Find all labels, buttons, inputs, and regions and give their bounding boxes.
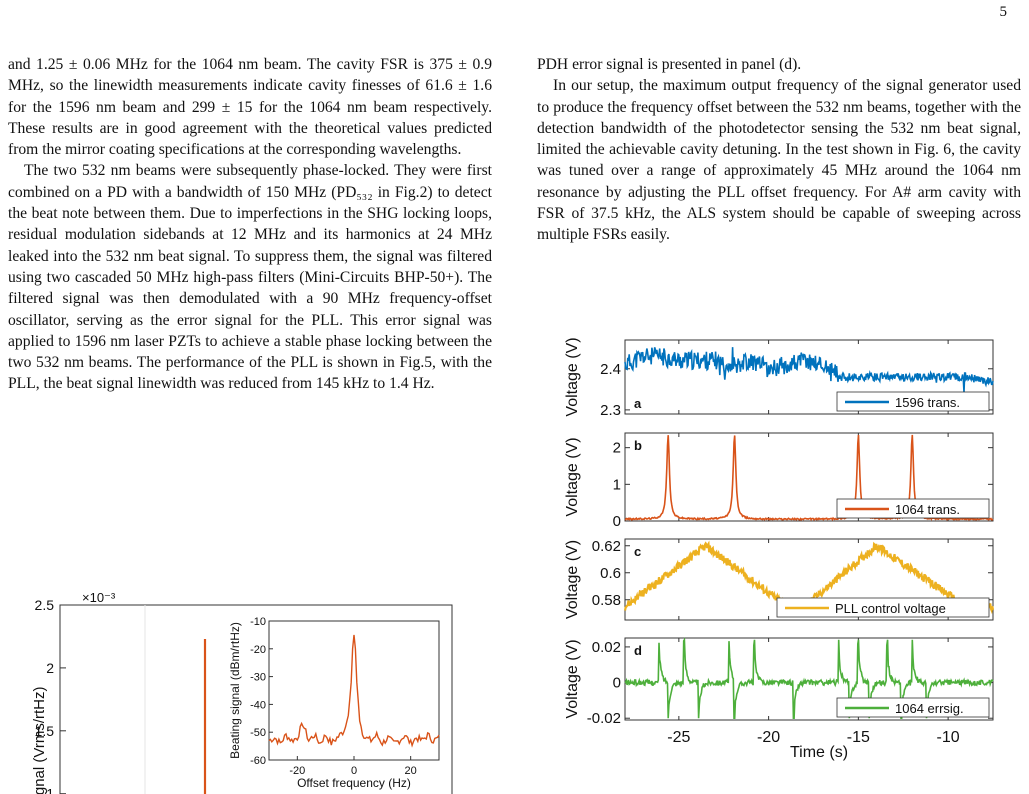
cavity-scan-panels: 2.4 2.3 Voltage (V) a 1596 trans. 2 1 0 Voltage … bbox=[564, 337, 995, 761]
paragraph: PDH error signal is presented in panel (… bbox=[537, 56, 802, 73]
left-column-text: and 1.25 ± 0.06 MHz for the 1064 nm beam… bbox=[8, 54, 492, 395]
paragraph: The two 532 nm beams were subsequently p… bbox=[8, 162, 492, 393]
tick-label: 1 bbox=[613, 476, 621, 493]
y-axis-label: Voltage (V) bbox=[564, 437, 581, 516]
series-line bbox=[624, 434, 994, 522]
tick-label: -20 bbox=[250, 644, 266, 656]
tick-label: -20 bbox=[289, 765, 305, 777]
right-column-text: PDH error signal is presented in panel (… bbox=[537, 54, 1021, 246]
page-number: 5 bbox=[999, 4, 1008, 20]
panel-d: 0.02 0 -0.02 Voltage (V) d 1064 errsig. bbox=[564, 637, 994, 727]
tick-label: 2.4 bbox=[600, 361, 621, 378]
tick-label: 2 bbox=[46, 660, 54, 676]
tick-label: 0.62 bbox=[592, 538, 621, 555]
panel-letter: b bbox=[634, 438, 642, 453]
y-axis-label: ignal (Vrms/rtHz) bbox=[31, 687, 48, 794]
legend-box bbox=[836, 697, 990, 718]
legend: 1064 trans. bbox=[836, 498, 990, 519]
tick-label: 20 bbox=[405, 765, 417, 777]
series-line bbox=[268, 634, 440, 748]
y-axis-label: Voltage (V) bbox=[564, 337, 581, 416]
axis-exponent-label: ×10⁻³ bbox=[82, 590, 116, 605]
y-axis-label: Voltage (V) bbox=[564, 540, 581, 619]
tick-label: 0.6 bbox=[600, 565, 621, 582]
series-line bbox=[624, 637, 994, 720]
tick-label: 0 bbox=[613, 513, 621, 530]
legend-label: 1064 errsig. bbox=[895, 701, 964, 716]
tick-label: 1 bbox=[46, 786, 54, 794]
legend-label: PLL control voltage bbox=[835, 601, 946, 616]
legend-box bbox=[776, 597, 990, 618]
legend: 1596 trans. bbox=[836, 391, 990, 412]
panel-letter: d bbox=[634, 643, 642, 658]
tick-label: 2.5 bbox=[35, 597, 55, 613]
tick-label: -0.02 bbox=[587, 710, 621, 727]
legend-label: 1596 trans. bbox=[895, 395, 960, 410]
tick-label: 0 bbox=[351, 765, 357, 777]
x-tick-label: -20 bbox=[757, 729, 780, 746]
x-axis-label: Time (s) bbox=[790, 744, 848, 761]
paragraph: and 1.25 ± 0.06 MHz for the 1064 nm beam… bbox=[8, 56, 492, 159]
legend: 1064 errsig. bbox=[836, 697, 990, 718]
y-axis-label: Beating signal (dBm/rtHz) bbox=[228, 622, 242, 759]
panel-letter: c bbox=[634, 544, 641, 559]
series-line bbox=[624, 347, 994, 393]
tick-label: -30 bbox=[250, 672, 266, 684]
panel-b: 2 1 0 Voltage (V) b 1064 trans. bbox=[564, 432, 994, 530]
tick-label: -50 bbox=[250, 727, 266, 739]
panel-c: 0.62 0.6 0.58 Voltage (V) c PLL control volta… bbox=[564, 538, 995, 621]
tick-label: -40 bbox=[250, 699, 266, 711]
x-tick-label: -15 bbox=[847, 729, 870, 746]
tick-label: 0.02 bbox=[592, 639, 621, 656]
tick-label: 0.58 bbox=[592, 592, 621, 609]
x-tick-label: -10 bbox=[937, 729, 960, 746]
legend-label: 1064 trans. bbox=[895, 502, 960, 517]
tick-label: 1.5 bbox=[35, 723, 55, 739]
cavity-scan-figure: 2.4 2.3 Voltage (V) a 1596 trans. 2 1 0 Voltage … bbox=[564, 337, 995, 761]
paragraph: In our setup, the maximum output frequen… bbox=[537, 77, 1021, 244]
panel-a: 2.4 2.3 Voltage (V) a 1596 trans. bbox=[564, 337, 994, 419]
panel-letter: a bbox=[634, 396, 642, 411]
x-axis-label: Offset frequency (Hz) bbox=[297, 776, 411, 790]
pll-beat-signal-figure: 2.5 2 1.5 1 ×10⁻³ ignal (Vrms/rtHz) -10 -20 -30… bbox=[31, 590, 453, 794]
tick-label: 2.3 bbox=[600, 402, 621, 419]
legend-box bbox=[836, 498, 990, 519]
tick-label: 0 bbox=[613, 675, 621, 692]
tick-label: -10 bbox=[250, 616, 266, 628]
tick-label: 2 bbox=[613, 440, 621, 457]
legend: PLL control voltage bbox=[776, 597, 990, 618]
tick-label: -60 bbox=[250, 755, 266, 767]
x-tick-label: -25 bbox=[667, 729, 690, 746]
y-axis-label: Voltage (V) bbox=[564, 639, 581, 718]
legend-box bbox=[836, 391, 990, 412]
inset-frame bbox=[268, 620, 440, 761]
